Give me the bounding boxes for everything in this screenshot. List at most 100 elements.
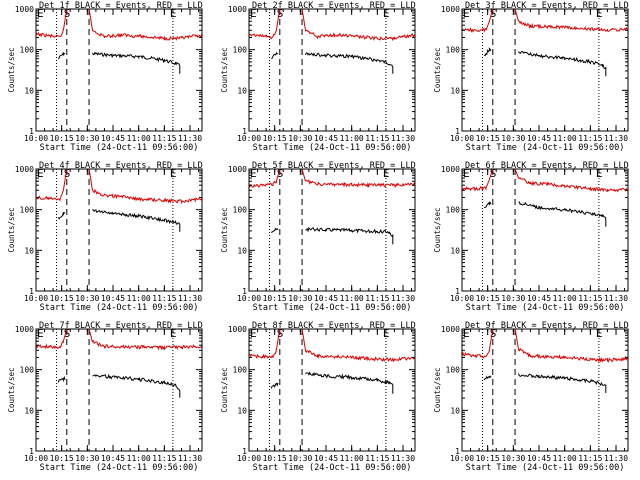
x-tick-label: 10:15 bbox=[50, 454, 74, 463]
marker-label: E bbox=[463, 167, 470, 180]
y-axis-label: Counts/sec bbox=[7, 47, 16, 92]
x-axis-label: Start Time (24-Oct-11 09:56:00) bbox=[253, 303, 412, 313]
x-tick-label: 10:00 bbox=[237, 294, 261, 303]
plot-frame bbox=[35, 8, 203, 132]
x-tick-label: 10:00 bbox=[237, 134, 261, 143]
x-tick-label: 11:00 bbox=[553, 134, 577, 143]
plot-frame bbox=[248, 328, 416, 452]
marker-label: S bbox=[277, 327, 284, 340]
x-tick-label: 10:30 bbox=[501, 454, 525, 463]
plot-frame bbox=[461, 328, 629, 452]
x-tick-label: 11:15 bbox=[578, 134, 602, 143]
marker-label: S bbox=[490, 167, 497, 180]
y-tick-label: 1000 bbox=[228, 5, 247, 14]
chart-title: Det 8f BLACK = Events, RED = LLD bbox=[252, 321, 416, 331]
x-tick-label: 10:45 bbox=[314, 294, 338, 303]
y-tick-label: 1000 bbox=[15, 325, 34, 334]
marker-label: E bbox=[170, 167, 177, 180]
chart-title: Det 9f BLACK = Events, RED = LLD bbox=[465, 321, 629, 331]
x-tick-label: 10:30 bbox=[75, 134, 99, 143]
x-tick-label: 11:30 bbox=[604, 134, 628, 143]
chart-title: Det 6f BLACK = Events, RED = LLD bbox=[465, 161, 629, 171]
y-tick-label: 10 bbox=[24, 246, 34, 255]
x-tick-label: 10:15 bbox=[476, 294, 500, 303]
y-tick-label: 10 bbox=[450, 246, 460, 255]
x-tick-label: 10:00 bbox=[24, 134, 48, 143]
marker-label: E bbox=[170, 327, 177, 340]
marker-label: S bbox=[64, 167, 71, 180]
x-tick-label: 10:45 bbox=[101, 134, 125, 143]
y-tick-label: 100 bbox=[20, 46, 35, 55]
marker-label: E bbox=[596, 167, 603, 180]
x-axis-label: Start Time (24-Oct-11 09:56:00) bbox=[40, 143, 199, 153]
y-tick-label: 1000 bbox=[15, 5, 34, 14]
x-tick-label: 11:15 bbox=[365, 134, 389, 143]
y-tick-label: 100 bbox=[446, 46, 461, 55]
chart-title: Det 3f BLACK = Events, RED = LLD bbox=[465, 1, 629, 11]
y-tick-label: 1000 bbox=[15, 165, 34, 174]
marker-label: S bbox=[64, 7, 71, 20]
marker-label: E bbox=[463, 7, 470, 20]
x-tick-label: 11:00 bbox=[553, 294, 577, 303]
marker-label: S bbox=[277, 7, 284, 20]
x-tick-label: 10:30 bbox=[288, 294, 312, 303]
series-events-line bbox=[484, 201, 607, 227]
x-tick-label: 10:30 bbox=[288, 134, 312, 143]
x-tick-label: 10:45 bbox=[314, 454, 338, 463]
marker-label: E bbox=[170, 7, 177, 20]
x-tick-label: 11:15 bbox=[152, 454, 176, 463]
y-tick-label: 10 bbox=[237, 246, 247, 255]
y-tick-label: 1 bbox=[455, 447, 460, 456]
x-tick-label: 10:30 bbox=[288, 454, 312, 463]
x-tick-label: 11:00 bbox=[127, 454, 151, 463]
chart-title: Det 7f BLACK = Events, RED = LLD bbox=[39, 321, 203, 331]
x-tick-label: 10:15 bbox=[263, 294, 287, 303]
y-tick-label: 10 bbox=[237, 86, 247, 95]
marker-label: E bbox=[383, 167, 390, 180]
x-tick-label: 10:00 bbox=[450, 294, 474, 303]
marker-label: S bbox=[490, 7, 497, 20]
series-events-line bbox=[271, 51, 394, 74]
marker-label: E bbox=[463, 327, 470, 340]
x-tick-label: 10:00 bbox=[24, 294, 48, 303]
marker-label: E bbox=[250, 327, 257, 340]
x-tick-label: 11:00 bbox=[340, 294, 364, 303]
y-tick-label: 1000 bbox=[441, 165, 460, 174]
x-tick-label: 10:00 bbox=[24, 454, 48, 463]
x-tick-label: 10:00 bbox=[237, 454, 261, 463]
x-tick-label: 11:30 bbox=[178, 294, 202, 303]
x-axis-label: Start Time (24-Oct-11 09:56:00) bbox=[466, 463, 625, 473]
y-tick-label: 100 bbox=[233, 46, 248, 55]
marker-label: E bbox=[37, 167, 44, 180]
x-axis-label: Start Time (24-Oct-11 09:56:00) bbox=[253, 143, 412, 153]
y-tick-label: 10 bbox=[24, 86, 34, 95]
y-tick-label: 100 bbox=[20, 206, 35, 215]
x-tick-label: 10:45 bbox=[101, 294, 125, 303]
series-lld-line bbox=[35, 328, 203, 351]
series-events-line bbox=[483, 47, 607, 77]
y-axis-label: Counts/sec bbox=[220, 367, 229, 412]
chart-title: Det 2f BLACK = Events, RED = LLD bbox=[252, 1, 416, 11]
y-tick-label: 1 bbox=[29, 287, 34, 296]
y-tick-label: 100 bbox=[233, 366, 248, 375]
y-tick-label: 1 bbox=[455, 287, 460, 296]
x-tick-label: 10:15 bbox=[476, 134, 500, 143]
series-events-line bbox=[57, 208, 181, 232]
y-tick-label: 100 bbox=[20, 366, 35, 375]
x-tick-label: 11:00 bbox=[340, 134, 364, 143]
x-axis-label: Start Time (24-Oct-11 09:56:00) bbox=[40, 463, 199, 473]
x-tick-label: 11:30 bbox=[604, 454, 628, 463]
y-tick-label: 10 bbox=[450, 406, 460, 415]
x-tick-label: 11:00 bbox=[340, 454, 364, 463]
x-tick-label: 11:00 bbox=[127, 294, 151, 303]
x-tick-label: 10:15 bbox=[263, 454, 287, 463]
series-lld-line bbox=[461, 168, 629, 193]
x-tick-label: 10:45 bbox=[527, 454, 551, 463]
y-axis-label: Counts/sec bbox=[7, 207, 16, 252]
